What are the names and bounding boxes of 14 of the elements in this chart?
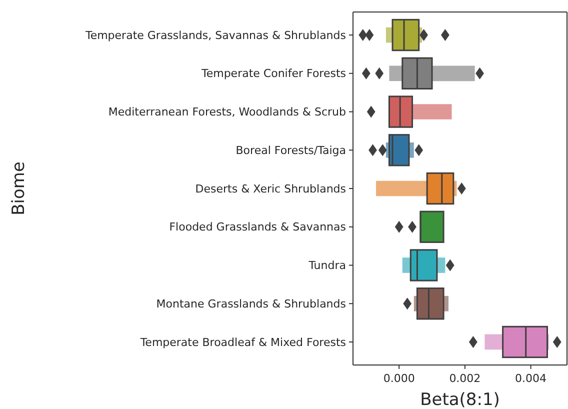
- y-tick-label: Temperate Conifer Forests: [200, 67, 346, 80]
- y-tick-label: Temperate Broadleaf & Mixed Forests: [139, 336, 346, 349]
- y-tick-label: Deserts & Xeric Shrublands: [195, 182, 346, 196]
- y-tick-label: Montane Grasslands & Shrublands: [156, 297, 346, 310]
- y-tick-label: Boreal Forests/Taiga: [236, 144, 346, 157]
- y-tick-label: Flooded Grasslands & Savannas: [169, 220, 346, 234]
- y-tick-label: Mediterranean Forests, Woodlands & Scrub: [108, 106, 346, 119]
- y-tick-label: Temperate Grasslands, Savannas & Shrublands: [84, 28, 346, 42]
- y-tick-label: Tundra: [308, 259, 346, 272]
- x-tick-label: 0.004: [515, 372, 547, 385]
- x-tick-label: 0.002: [449, 372, 481, 385]
- y-axis-title: Biome: [9, 162, 29, 216]
- x-axis-title: Beta(8:1): [420, 390, 500, 409]
- x-tick-label: 0.000: [383, 372, 415, 385]
